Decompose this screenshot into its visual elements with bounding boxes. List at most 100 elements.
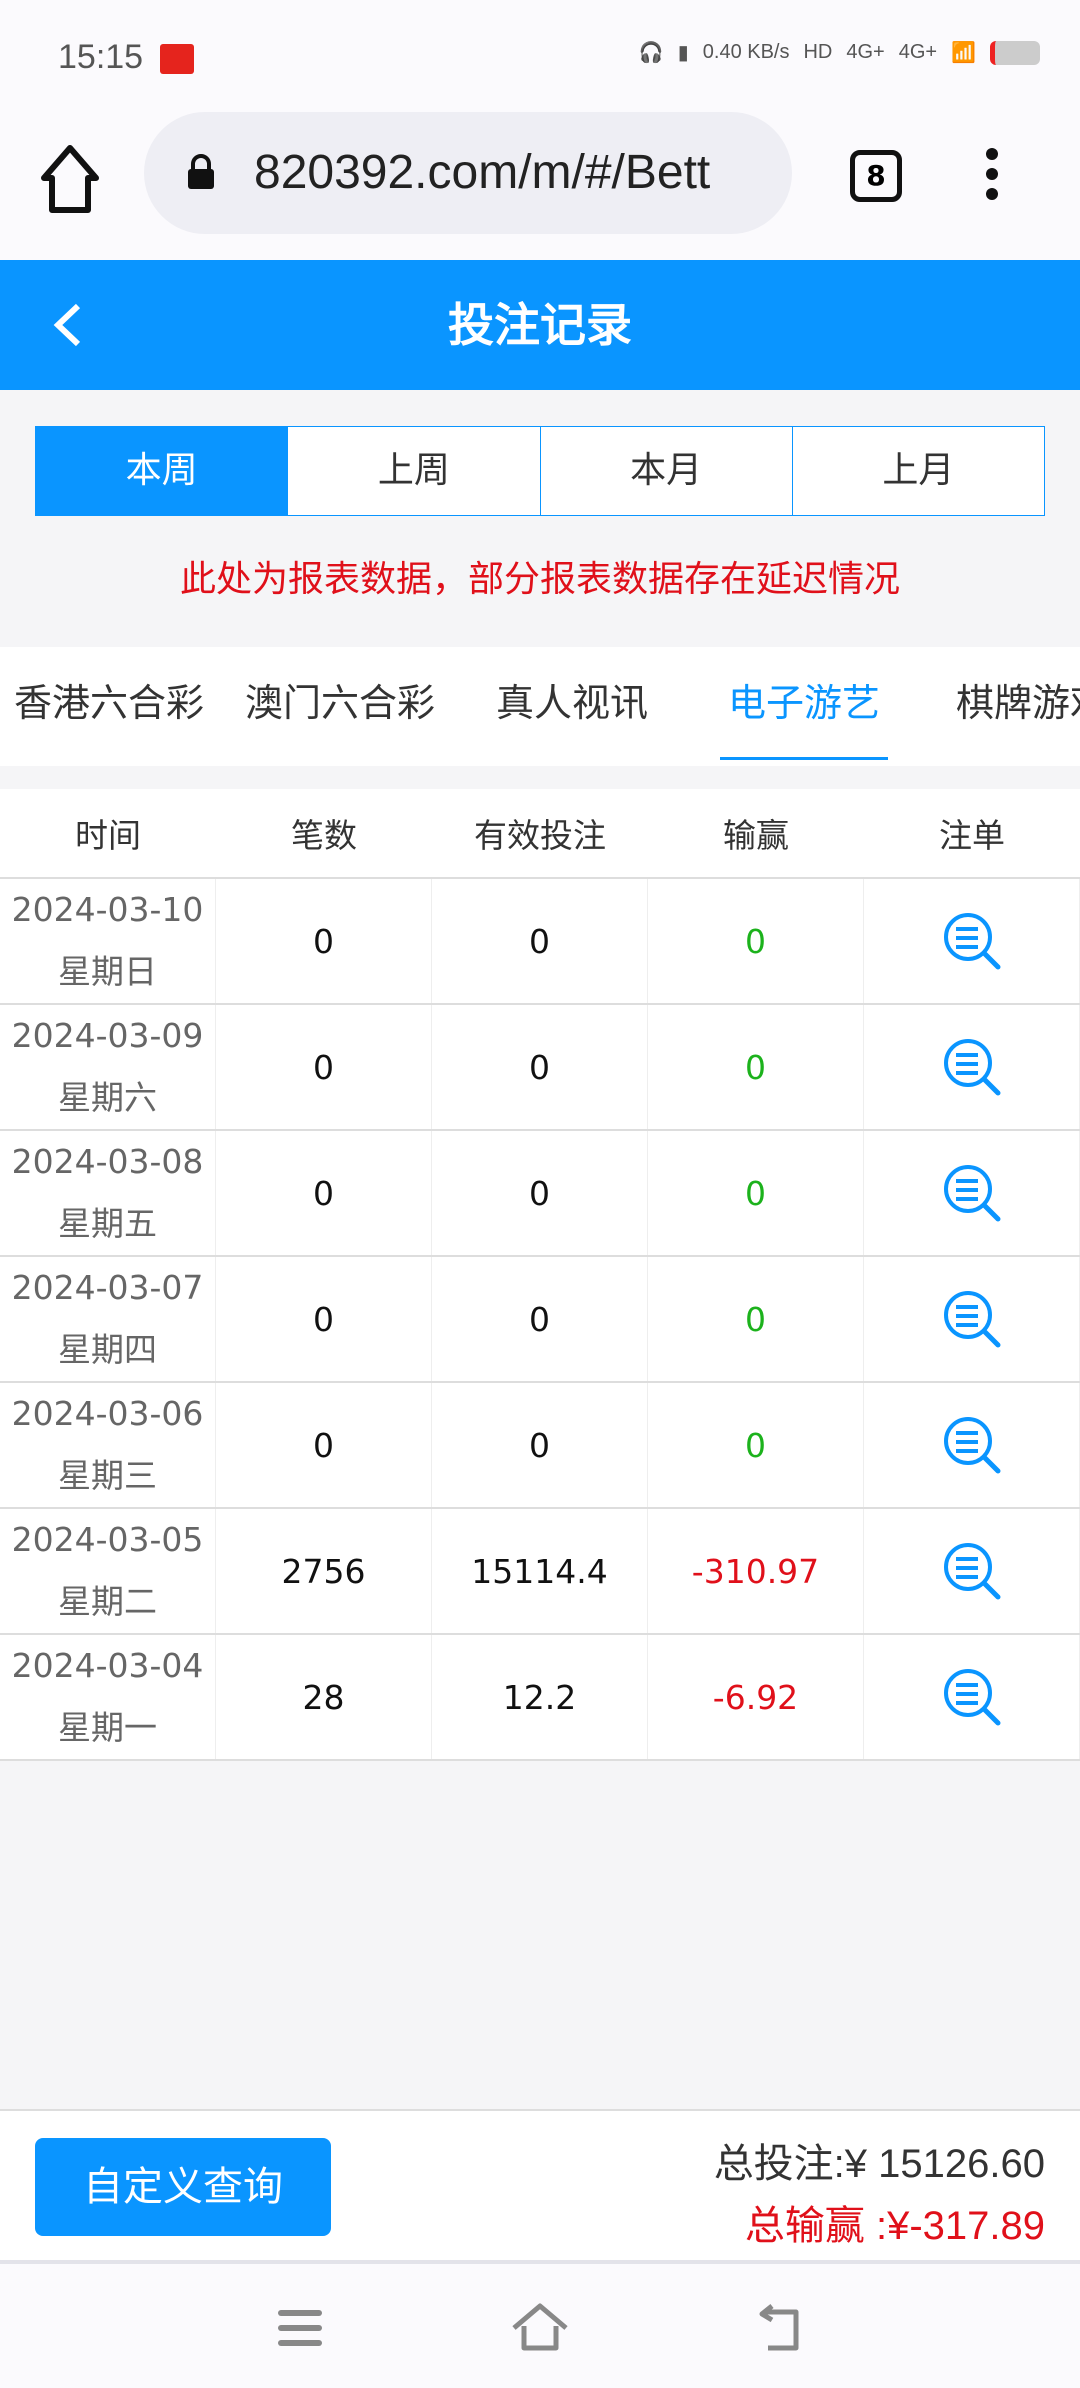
- home-icon[interactable]: [40, 144, 100, 214]
- table-row: 2024-03-08 星期五 0 0 0: [0, 1131, 1080, 1257]
- search-list-icon[interactable]: [942, 1163, 1002, 1223]
- weekday: 星期一: [58, 1708, 157, 1747]
- date-cell: 2024-03-10 星期日: [0, 879, 216, 1003]
- total-winloss: 总输赢 :¥-317.89: [744, 2204, 1045, 2248]
- tab-last-week[interactable]: 上周: [287, 427, 540, 515]
- search-list-icon[interactable]: [942, 1667, 1002, 1727]
- category-tabs: 香港六合彩 澳门六合彩 真人视讯 电子游艺 棋牌游戏: [0, 647, 1080, 766]
- bet-records-table: 时间 笔数 有效投注 输赢 注单 2024-03-10 星期日 0 0 0 202…: [0, 789, 1080, 1761]
- table-row: 2024-03-04 星期一 28 12.2 -6.92: [0, 1635, 1080, 1761]
- valid-bet-cell: 0: [432, 879, 648, 1003]
- date: 2024-03-10: [11, 890, 204, 929]
- tab-electronic-games[interactable]: 电子游艺: [720, 647, 889, 766]
- winloss-cell: 0: [648, 1257, 864, 1381]
- weekday: 星期六: [58, 1078, 157, 1117]
- hd-icon: HD: [803, 41, 833, 63]
- count-cell: 2756: [216, 1509, 432, 1633]
- valid-bet-cell: 0: [432, 1005, 648, 1129]
- slip-cell: [864, 879, 1080, 1003]
- winloss-cell: 0: [648, 1131, 864, 1255]
- col-winloss: 输赢: [723, 816, 789, 855]
- tabs-button[interactable]: 8: [850, 150, 902, 202]
- status-bar: 15:15 🎧 ▮ 0.40 KB/s HD 4G+ 4G+ 📶: [0, 0, 1080, 104]
- lock-icon: [188, 154, 214, 189]
- back-icon[interactable]: [48, 302, 88, 348]
- signal-icon: 4G+: [846, 41, 885, 63]
- recent-apps-icon[interactable]: [276, 2308, 324, 2348]
- tab-macau-lottery[interactable]: 澳门六合彩: [245, 681, 436, 725]
- slip-cell: [864, 1635, 1080, 1759]
- winloss-cell: 0: [648, 879, 864, 1003]
- tab-card-games[interactable]: 棋牌游戏: [956, 681, 1080, 725]
- date: 2024-03-07: [11, 1268, 204, 1307]
- page-title: 投注记录: [448, 298, 632, 352]
- system-nav-bar: [0, 2264, 1080, 2388]
- col-slip: 注单: [939, 816, 1005, 855]
- date: 2024-03-04: [11, 1646, 204, 1685]
- weekday: 星期三: [58, 1456, 157, 1495]
- slip-cell: [864, 1005, 1080, 1129]
- slip-cell: [864, 1131, 1080, 1255]
- valid-bet-cell: 0: [432, 1257, 648, 1381]
- wifi-icon: 📶: [951, 42, 976, 64]
- search-list-icon[interactable]: [942, 1289, 1002, 1349]
- search-list-icon[interactable]: [942, 1037, 1002, 1097]
- count-cell: 0: [216, 1383, 432, 1507]
- winloss-cell: -310.97: [648, 1509, 864, 1633]
- count-cell: 28: [216, 1635, 432, 1759]
- date-cell: 2024-03-08 星期五: [0, 1131, 216, 1255]
- tab-live-casino[interactable]: 真人视讯: [496, 681, 649, 725]
- weekday: 星期五: [58, 1204, 157, 1243]
- weekday: 星期日: [58, 952, 157, 991]
- clock: 15:15: [58, 38, 144, 76]
- search-list-icon[interactable]: [942, 1415, 1002, 1475]
- count-cell: 0: [216, 879, 432, 1003]
- winloss-cell: -6.92: [648, 1635, 864, 1759]
- filter-section: 本周 上周 本月 上月 此处为报表数据，部分报表数据存在延迟情况: [0, 390, 1080, 647]
- total-bet: 总投注:¥ 15126.60: [713, 2142, 1045, 2186]
- valid-bet-cell: 15114.4: [432, 1509, 648, 1633]
- valid-bet-cell: 12.2: [432, 1635, 648, 1759]
- col-time: 时间: [75, 816, 141, 855]
- table-header: 时间 笔数 有效投注 输赢 注单: [0, 789, 1080, 879]
- date: 2024-03-09: [11, 1016, 204, 1055]
- date-cell: 2024-03-06 星期三: [0, 1383, 216, 1507]
- tab-hk-lottery[interactable]: 香港六合彩: [14, 681, 205, 725]
- table-row: 2024-03-09 星期六 0 0 0: [0, 1005, 1080, 1131]
- table-row: 2024-03-05 星期二 2756 15114.4 -310.97: [0, 1509, 1080, 1635]
- browser-toolbar: 820392.com/m/#/Bett 8: [0, 104, 1080, 260]
- valid-bet-cell: 0: [432, 1131, 648, 1255]
- period-tabs: 本周 上周 本月 上月: [35, 426, 1045, 516]
- weekday: 星期二: [58, 1582, 157, 1621]
- tab-this-month[interactable]: 本月: [539, 427, 792, 515]
- col-count: 笔数: [291, 816, 357, 855]
- date: 2024-03-08: [11, 1142, 204, 1181]
- search-list-icon[interactable]: [942, 1541, 1002, 1601]
- col-valid-bet: 有效投注: [474, 816, 606, 855]
- valid-bet-cell: 0: [432, 1383, 648, 1507]
- headphone-icon: 🎧: [638, 42, 664, 64]
- custom-query-button[interactable]: 自定义查询: [35, 2138, 331, 2236]
- tab-this-week[interactable]: 本周: [36, 427, 288, 515]
- more-menu-icon[interactable]: [986, 148, 998, 204]
- weekday: 星期四: [58, 1330, 157, 1369]
- delay-notice: 此处为报表数据，部分报表数据存在延迟情况: [179, 559, 900, 600]
- nav-back-icon[interactable]: [752, 2304, 808, 2352]
- app-notification-icon: [160, 44, 194, 74]
- winloss-cell: 0: [648, 1005, 864, 1129]
- slip-cell: [864, 1383, 1080, 1507]
- date: 2024-03-05: [11, 1520, 204, 1559]
- slip-cell: [864, 1509, 1080, 1633]
- table-row: 2024-03-07 星期四 0 0 0: [0, 1257, 1080, 1383]
- tab-last-month[interactable]: 上月: [791, 427, 1044, 515]
- search-list-icon[interactable]: [942, 911, 1002, 971]
- table-row: 2024-03-06 星期三 0 0 0: [0, 1383, 1080, 1509]
- address-bar[interactable]: 820392.com/m/#/Bett: [144, 112, 792, 234]
- slip-cell: [864, 1257, 1080, 1381]
- nav-home-icon[interactable]: [510, 2302, 570, 2352]
- summary-footer: 自定义查询 总投注:¥ 15126.60 总输赢 :¥-317.89: [0, 2109, 1080, 2264]
- count-cell: 0: [216, 1005, 432, 1129]
- winloss-cell: 0: [648, 1383, 864, 1507]
- signal-icon: 4G+: [898, 41, 938, 63]
- table-row: 2024-03-10 星期日 0 0 0: [0, 879, 1080, 1005]
